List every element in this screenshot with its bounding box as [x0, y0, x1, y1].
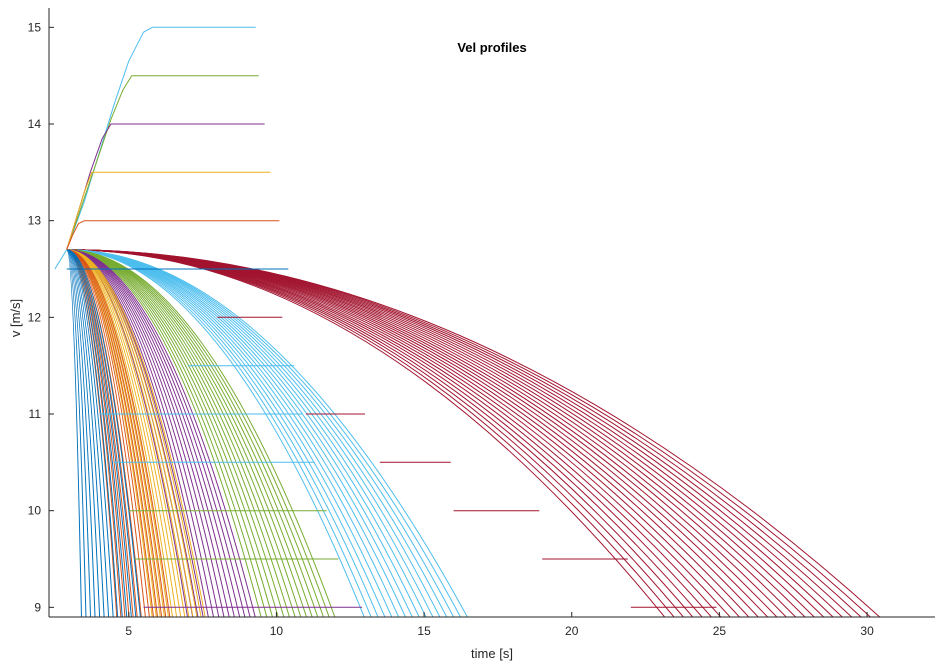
decel-profile-yellow-7: [66, 249, 178, 617]
decel-profile-crimson-17: [66, 249, 815, 617]
decel-profile-orange-13: [66, 249, 167, 617]
decel-profile-blue-10: [66, 249, 123, 617]
y-tick-label-12: 12: [28, 310, 42, 324]
decel-profile-crimson-10: [66, 249, 750, 617]
x-axis-label: time [s]: [471, 646, 513, 661]
decel-profile-crimson-22: [66, 249, 862, 617]
decel-profile-purple-7: [66, 249, 220, 617]
decel-profile-orange-10: [66, 249, 154, 617]
decel-profile-crimson-24: [66, 249, 881, 617]
y-tick-label-15: 15: [28, 20, 42, 34]
decel-profile-yellow-14: [66, 249, 206, 617]
decel-profile-blue-6: [66, 249, 105, 617]
x-tick-label-5: 5: [125, 624, 132, 638]
y-axis-label: v [m/s]: [8, 299, 23, 337]
ticks: 5 10 15 20 25 30 9 10 11 12 13 14 15: [28, 20, 874, 638]
decel-profile-blue-1: [66, 249, 82, 617]
decel-profile-blue-7: [66, 249, 110, 617]
decel-profile-green-3: [66, 249, 273, 617]
decel-profile-blue-3: [66, 249, 92, 617]
y-tick-label-14: 14: [28, 117, 42, 131]
x-tick-label-30: 30: [860, 624, 874, 638]
y-tick-label-13: 13: [28, 214, 42, 228]
axes: [48, 8, 935, 618]
decel-profile-orange-14: [66, 249, 171, 617]
y-tick-label-11: 11: [29, 407, 42, 421]
x-tick-label-10: 10: [270, 624, 284, 638]
accel-profile-green: [66, 75, 259, 250]
decel-profile-blue-11: [66, 249, 128, 617]
series-layer: [54, 26, 881, 617]
decel-profile-orange-9: [66, 249, 150, 617]
chart-title: Vel profiles: [457, 40, 526, 55]
decel-profile-orange-11: [66, 249, 159, 617]
decel-profile-blue-13: [66, 249, 137, 617]
decel-profile-sky-16: [66, 249, 468, 617]
accel-profile-yellow: [66, 171, 271, 250]
x-tick-label-15: 15: [417, 624, 431, 638]
accel-profile-orange: [66, 220, 280, 250]
decel-profile-blue-2: [66, 249, 87, 617]
x-tick-label-20: 20: [565, 624, 579, 638]
decel-profile-green-14: [66, 249, 336, 617]
decel-profile-blue-4: [66, 249, 96, 617]
decel-profile-purple-14: [66, 249, 256, 617]
decel-profile-crimson-18: [66, 249, 825, 617]
decel-profile-blue-9: [66, 249, 119, 617]
decel-profile-orange-8: [66, 249, 146, 617]
accel-profile-purple: [66, 123, 265, 250]
decel-profile-orange-12: [66, 249, 163, 617]
decel-profile-blue-5: [66, 249, 101, 617]
y-tick-label-10: 10: [28, 504, 42, 518]
decel-profile-blue-8: [66, 249, 114, 617]
x-tick-label-25: 25: [713, 624, 727, 638]
decel-profile-blue-14: [66, 249, 141, 617]
decel-profile-purple-6: [66, 249, 215, 617]
y-tick-label-9: 9: [34, 600, 41, 614]
decel-profile-blue-12: [66, 249, 132, 617]
accel-profile-sky: [54, 26, 256, 270]
